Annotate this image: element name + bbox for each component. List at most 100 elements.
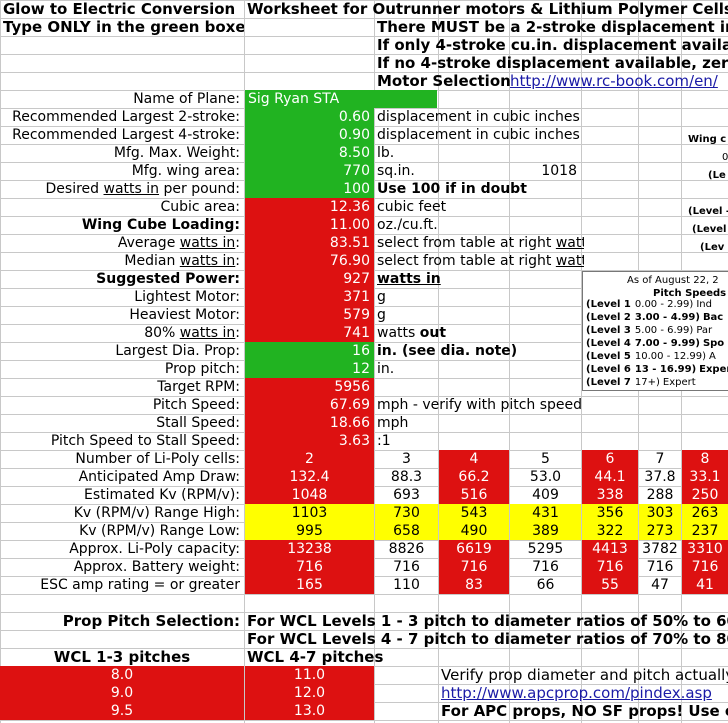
computed-cell: 927: [245, 270, 374, 288]
row-label: Cubic area:: [160, 199, 240, 215]
note-4stroke: If only 4-stroke cu.in. displacement ava…: [377, 36, 728, 54]
unit-text: displacement in cubic inches: [377, 127, 580, 143]
pitch-level-row: (Level 5 10.00 - 12.99) A: [586, 350, 728, 363]
level-desc: Expert: [662, 377, 696, 388]
computed-cell: 76.90: [245, 252, 374, 270]
cell-value: 4413: [582, 540, 638, 558]
cell-value: 3: [402, 451, 411, 467]
cell-value: 13238: [245, 540, 374, 558]
level-desc: Ind: [696, 299, 712, 310]
cell-value: 338: [582, 486, 638, 504]
cell-value: 431: [510, 504, 581, 522]
cell-value: 165: [245, 576, 374, 594]
row-label: Target RPM:: [157, 379, 240, 395]
row-label: Desired watts in per pound:: [45, 181, 240, 197]
cell-row-label: ESC amp rating = or greater: [40, 577, 240, 593]
cell-value: 995: [245, 522, 374, 540]
unit-text: oz./cu.ft.: [377, 217, 438, 233]
input-cell[interactable]: 100: [245, 180, 374, 198]
level-ref-4: (Lev: [700, 242, 725, 253]
cell-value: 303: [639, 504, 681, 522]
cell-value: 356: [582, 504, 638, 522]
input-cell[interactable]: 0.90: [245, 126, 374, 144]
apc-link[interactable]: http://www.apcprop.com/pindex.asp: [441, 684, 712, 702]
cell-value: 8826: [388, 541, 425, 557]
row-label: Largest Dia. Prop:: [115, 343, 240, 359]
level-desc: A: [709, 351, 716, 362]
computed-cell: 5956: [245, 378, 374, 396]
level-id: (Level 2: [586, 312, 631, 323]
cell-row-label: Approx. Li-Poly capacity:: [69, 541, 240, 557]
wcl-4-7-pitch: 11.0: [245, 666, 374, 684]
level-range: 3.00 - 4.99): [634, 312, 700, 323]
row-label: Mfg. Max. Weight:: [113, 145, 240, 161]
cell-value: 44.1: [582, 468, 638, 486]
unit-text: select from table at right watts in/cu.f…: [374, 252, 584, 270]
pitch-speeds-title: Pitch Speeds: [653, 288, 727, 299]
unit-text: cubic feet: [377, 199, 447, 215]
unit-text: watts in: [377, 271, 441, 287]
level-id: (Level 6: [586, 364, 631, 375]
unit-text: g: [377, 307, 386, 323]
unit-text: mph: [377, 415, 409, 431]
cell-value: 490: [439, 522, 509, 540]
motor-selection-link[interactable]: http://www.rc-book.com/en/: [510, 72, 718, 90]
row-label: Name of Plane:: [133, 91, 240, 107]
cell-value: 4: [439, 450, 509, 468]
input-cell[interactable]: 770: [245, 162, 374, 180]
input-cell[interactable]: 8.50: [245, 144, 374, 162]
wing-area-extra: 1018: [541, 163, 577, 179]
instructions-text: Type ONLY in the green boxes: [3, 18, 244, 36]
level-ref-2: (Level -: [688, 206, 728, 217]
row-label: Heaviest Motor:: [129, 307, 240, 323]
wcl-1-3-pitch: 9.0: [0, 684, 244, 702]
note-2stroke: There MUST be a 2-stroke displacement in…: [377, 18, 728, 36]
computed-cell: 11.00: [245, 216, 374, 234]
row-label: Median watts in:: [124, 253, 240, 269]
cell-value: 5: [541, 451, 550, 467]
computed-cell: 83.51: [245, 234, 374, 252]
wcl-4-7-header: WCL 4-7 pitches: [247, 648, 384, 666]
unit-text: mph - verify with pitch speed table: [377, 397, 584, 413]
cell-row-label: Kv (RPM/v) Range Low:: [79, 523, 240, 539]
computed-cell: 67.69: [245, 396, 374, 414]
cell-value: 263: [682, 504, 728, 522]
cell-value: 83: [439, 576, 509, 594]
level-ref-3: (Level: [692, 224, 727, 235]
input-cell[interactable]: Sig Ryan STA: [245, 90, 437, 108]
cell-value: 53.0: [529, 469, 562, 485]
cell-value: 88.3: [390, 469, 423, 485]
unit-emphasis: watts in: [555, 235, 584, 251]
prop-line-2: For WCL Levels 4 - 7 pitch to diameter r…: [247, 630, 728, 648]
level-id: (Level 4: [586, 338, 631, 349]
wcl-1-3-pitch: 8.0: [0, 666, 244, 684]
input-cell[interactable]: 16: [245, 342, 374, 360]
level-range: 0.00 - 2.99): [634, 299, 694, 310]
cell-value: 37.8: [644, 469, 676, 485]
cell-row-label: Estimated Kv (RPM/v):: [84, 487, 240, 503]
as-of-date: As of August 22, 2: [627, 275, 719, 286]
level-id: (Level 3: [586, 325, 631, 336]
unit-text: displacement in cubic inches: [377, 109, 580, 125]
cell-value: 716: [439, 558, 509, 576]
wcl-1-3-header: WCL 1-3 pitches: [53, 648, 191, 666]
pitch-speed-table: As of August 22, 2 Pitch Speeds (Level 1…: [582, 271, 728, 391]
level-range: 5.00 - 6.99): [634, 325, 694, 336]
cell-value: 6619: [439, 540, 509, 558]
wing-label: Wing c: [688, 134, 727, 145]
worksheet-title: Worksheet for Outrunner motors & Lithium…: [247, 0, 728, 18]
level-range: 10.00 - 12.99): [634, 351, 707, 362]
unit-text: g: [377, 289, 386, 305]
cell-value: 516: [439, 486, 509, 504]
computed-cell: 12.36: [245, 198, 374, 216]
wcl-4-7-pitch: 13.0: [245, 702, 374, 720]
input-cell[interactable]: 0.60: [245, 108, 374, 126]
row-label: Recommended Largest 2-stroke:: [12, 109, 240, 125]
input-cell[interactable]: 12: [245, 360, 374, 378]
label-underline: watts in: [103, 181, 160, 197]
wcl-4-7-pitch: 12.0: [245, 684, 374, 702]
pitch-level-row: (Level 4 7.00 - 9.99) Spo: [586, 337, 728, 350]
cell-row-label: Kv (RPM/v) Range High:: [73, 505, 240, 521]
cell-value: 5295: [527, 541, 564, 557]
cell-value: 716: [646, 559, 674, 575]
